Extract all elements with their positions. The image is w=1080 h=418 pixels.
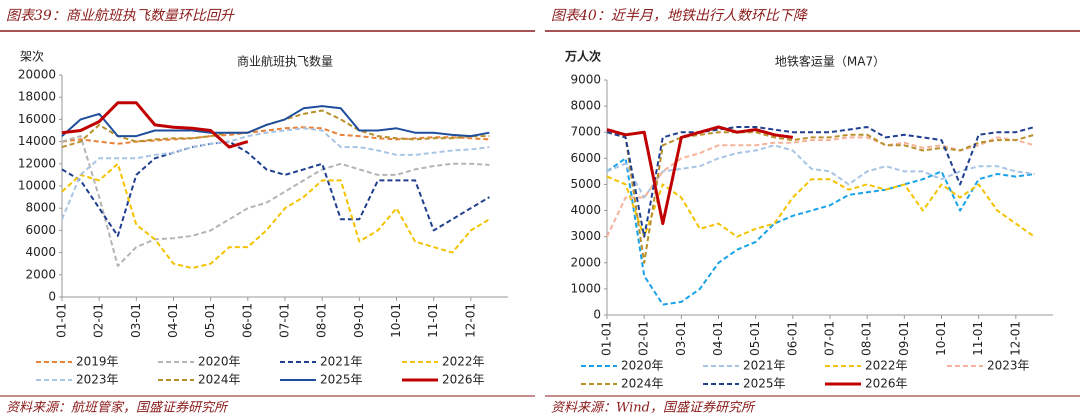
y-tick-label: 8000 <box>25 201 56 215</box>
legend-label: 2026年 <box>865 377 908 391</box>
y-tick-label: 1000 <box>570 281 601 295</box>
y-tick-label: 20000 <box>18 68 56 82</box>
x-tick-label: 06-01 <box>785 321 799 356</box>
x-tick-label: 11-01 <box>426 303 440 338</box>
legend-label: 2022年 <box>865 359 908 373</box>
y-tick-label: 0 <box>593 308 601 322</box>
x-tick-label: 02-01 <box>92 303 106 338</box>
series-line <box>61 162 490 270</box>
x-tick-label: 05-01 <box>203 303 217 338</box>
legend-label: 2023年 <box>987 359 1030 373</box>
x-tick-label: 08-01 <box>860 321 874 356</box>
chart-title: 商业航班执飞数量 <box>237 54 333 69</box>
x-tick-label: 04-01 <box>711 321 725 356</box>
y-tick-label: 4000 <box>25 245 56 259</box>
source-note: 资料来源：航班管家，国盛证券研究所 <box>6 400 229 416</box>
x-tick-label: 01-01 <box>55 303 69 338</box>
series-line <box>61 105 490 138</box>
x-tick-label: 02-01 <box>637 321 651 356</box>
y-tick-label: 2000 <box>570 255 601 269</box>
x-tick-label: 12-01 <box>1008 321 1022 356</box>
x-tick-label: 08-01 <box>315 303 329 338</box>
y-tick-label: 18000 <box>18 90 56 104</box>
y-tick-label: 0 <box>48 290 56 304</box>
y-tick-label: 6000 <box>570 151 601 165</box>
x-tick-label: 05-01 <box>748 321 762 356</box>
figure-title: 图表40：近半月，地铁出行人数环比下降 <box>551 8 809 24</box>
legend-label: 2020年 <box>198 355 241 369</box>
x-tick-label: 07-01 <box>278 303 292 338</box>
legend-label: 2021年 <box>320 355 363 369</box>
source-note: 资料来源：Wind，国盛证券研究所 <box>551 400 756 416</box>
y-tick-label: 3000 <box>570 229 601 243</box>
y-tick-label: 14000 <box>18 134 56 148</box>
x-tick-label: 03-01 <box>674 321 688 356</box>
x-tick-label: 07-01 <box>823 321 837 356</box>
x-tick-label: 04-01 <box>166 303 180 338</box>
x-tick-label: 09-01 <box>352 303 366 338</box>
series-line <box>606 126 1035 238</box>
series-line <box>606 144 1035 199</box>
y-tick-label: 9000 <box>570 73 601 87</box>
legend-label: 2023年 <box>76 373 119 387</box>
legend-label: 2024年 <box>621 377 664 391</box>
legend-label: 2020年 <box>621 359 664 373</box>
y-tick-label: 2000 <box>25 267 56 281</box>
legend-label: 2025年 <box>743 377 786 391</box>
x-tick-label: 11-01 <box>971 321 985 356</box>
series-line <box>61 127 490 220</box>
y-tick-label: 4000 <box>570 203 601 217</box>
legend-label: 2024年 <box>198 373 241 387</box>
x-tick-label: 10-01 <box>934 321 948 356</box>
y-tick-label: 7000 <box>570 125 601 139</box>
y-axis-label: 架次 <box>20 50 44 64</box>
legend-label: 2022年 <box>442 355 485 369</box>
x-tick-label: 01-01 <box>600 321 614 356</box>
series-line <box>61 135 490 267</box>
series-line <box>61 109 490 149</box>
x-tick-label: 06-01 <box>240 303 254 338</box>
y-tick-label: 10000 <box>18 179 56 193</box>
x-tick-label: 03-01 <box>129 303 143 338</box>
x-tick-label: 10-01 <box>389 303 403 338</box>
y-tick-label: 6000 <box>25 223 56 237</box>
y-tick-label: 5000 <box>570 177 601 191</box>
chart-title: 地铁客运量（MA7） <box>775 54 885 69</box>
series-line <box>606 175 1035 238</box>
y-tick-label: 16000 <box>18 112 56 126</box>
y-tick-label: 8000 <box>570 99 601 113</box>
legend-label: 2019年 <box>76 355 119 369</box>
series-line <box>606 157 1035 306</box>
legend-label: 2026年 <box>442 373 485 387</box>
x-tick-label: 12-01 <box>463 303 477 338</box>
series-line <box>61 101 249 149</box>
legend-label: 2025年 <box>320 373 363 387</box>
legend-label: 2021年 <box>743 359 786 373</box>
series-line <box>606 131 1035 264</box>
y-tick-label: 12000 <box>18 156 56 170</box>
series-line <box>606 125 794 226</box>
x-tick-label: 09-01 <box>897 321 911 356</box>
y-axis-label: 万人次 <box>564 49 601 64</box>
figure-title: 图表39：商业航班执飞数量环比回升 <box>6 8 235 24</box>
series-line <box>61 140 490 237</box>
